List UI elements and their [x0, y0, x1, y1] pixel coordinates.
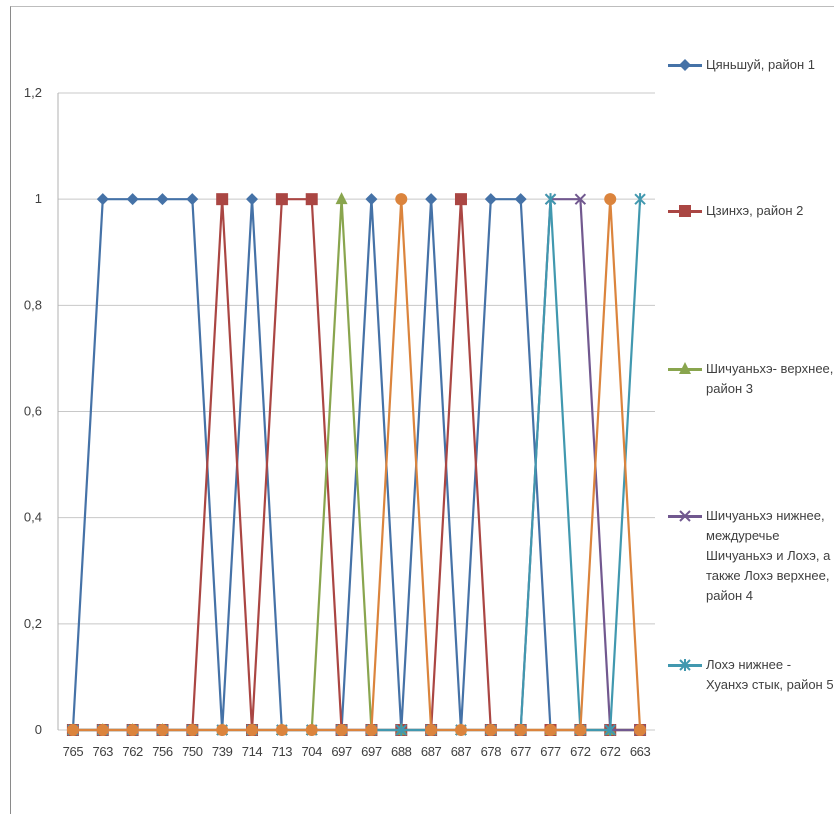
gridlines	[57, 92, 655, 731]
data-point	[156, 724, 169, 736]
data-point	[335, 192, 348, 205]
data-point	[186, 724, 199, 736]
legend-marker	[679, 362, 691, 374]
y-tick-label: 0,6	[24, 404, 42, 419]
legend-marker	[679, 205, 691, 217]
x-tick-label: 762	[122, 744, 143, 759]
data-point	[484, 724, 497, 736]
data-point	[574, 193, 587, 205]
data-point	[425, 193, 438, 206]
data-point	[156, 193, 169, 206]
data-point	[454, 193, 467, 206]
data-point	[604, 724, 616, 736]
data-point	[395, 193, 408, 206]
legend-marker	[679, 659, 691, 671]
data-point	[679, 205, 691, 217]
data-point	[544, 724, 557, 736]
data-point	[305, 724, 318, 736]
data-point	[484, 193, 497, 206]
data-point	[96, 724, 109, 736]
data-point	[305, 193, 318, 206]
legend-label: Шичуаньхэ- верхнее, район 3	[706, 361, 834, 396]
data-point	[246, 724, 259, 736]
y-tick-label: 0,4	[24, 510, 42, 525]
x-tick-label: 677	[510, 744, 531, 759]
data-point	[679, 510, 691, 522]
data-point	[514, 724, 527, 736]
data-point	[275, 193, 288, 206]
data-point	[216, 724, 229, 736]
x-tick-label: 672	[570, 744, 591, 759]
data-point	[126, 724, 139, 736]
x-tick-label: 713	[272, 744, 293, 759]
y-axis-ticks: 0 0,2 0,4 0,6 0,8 1 1,2	[24, 85, 42, 737]
data-point	[574, 724, 587, 736]
data-point	[634, 724, 647, 736]
data-point	[126, 193, 139, 206]
data-point	[425, 724, 438, 736]
data-point	[66, 724, 79, 736]
series-group	[66, 192, 647, 736]
data-point	[395, 724, 407, 736]
data-point	[679, 59, 691, 71]
series-3	[66, 192, 647, 735]
data-point	[246, 193, 259, 206]
data-point	[275, 724, 288, 736]
data-point	[365, 193, 378, 206]
x-tick-label: 663	[630, 744, 651, 759]
x-tick-label: 672	[600, 744, 621, 759]
x-tick-label: 687	[451, 744, 472, 759]
legend-label: Цяньшуй, район 1	[706, 57, 815, 72]
data-point	[454, 724, 467, 736]
data-point	[514, 193, 527, 206]
y-tick-label: 0	[35, 722, 42, 737]
data-point	[365, 724, 378, 736]
x-tick-label: 697	[361, 744, 382, 759]
data-point	[216, 193, 229, 206]
x-tick-label: 750	[182, 744, 203, 759]
x-tick-label: 714	[242, 744, 263, 759]
x-tick-label: 688	[391, 744, 412, 759]
legend-marker	[679, 510, 691, 522]
data-point	[634, 193, 646, 206]
legend-label: Лохэ нижнее - Хуанхэ стык, район 5	[706, 657, 834, 692]
data-point	[544, 193, 557, 206]
chart-frame	[10, 6, 834, 814]
data-point	[335, 724, 348, 736]
data-point	[604, 193, 617, 206]
data-point	[96, 193, 109, 206]
y-tick-label: 1,2	[24, 85, 42, 100]
x-tick-label: 677	[540, 744, 561, 759]
x-tick-label: 756	[152, 744, 173, 759]
data-point	[186, 193, 199, 206]
y-tick-label: 0,8	[24, 297, 42, 312]
x-tick-label: 687	[421, 744, 442, 759]
legend-marker	[679, 59, 691, 71]
x-tick-label: 697	[331, 744, 352, 759]
legend-label: Цзинхэ, район 2	[706, 203, 804, 218]
x-tick-label: 678	[481, 744, 502, 759]
x-tick-label: 739	[212, 744, 233, 759]
legend-label: Шичуаньхэ нижнее, междуречье Шичуаньхэ и…	[706, 508, 831, 603]
y-tick-label: 0,2	[24, 616, 42, 631]
x-tick-label: 765	[63, 744, 84, 759]
y-tick-label: 1	[35, 191, 42, 206]
x-tick-label: 763	[93, 744, 114, 759]
data-point	[679, 362, 691, 374]
x-tick-label: 704	[301, 744, 322, 759]
data-point	[679, 659, 691, 671]
series-6	[66, 193, 647, 736]
x-axis-ticks: 765 763 762 756 750 739 714 713 704 697 697 688 687 6…	[63, 744, 651, 759]
